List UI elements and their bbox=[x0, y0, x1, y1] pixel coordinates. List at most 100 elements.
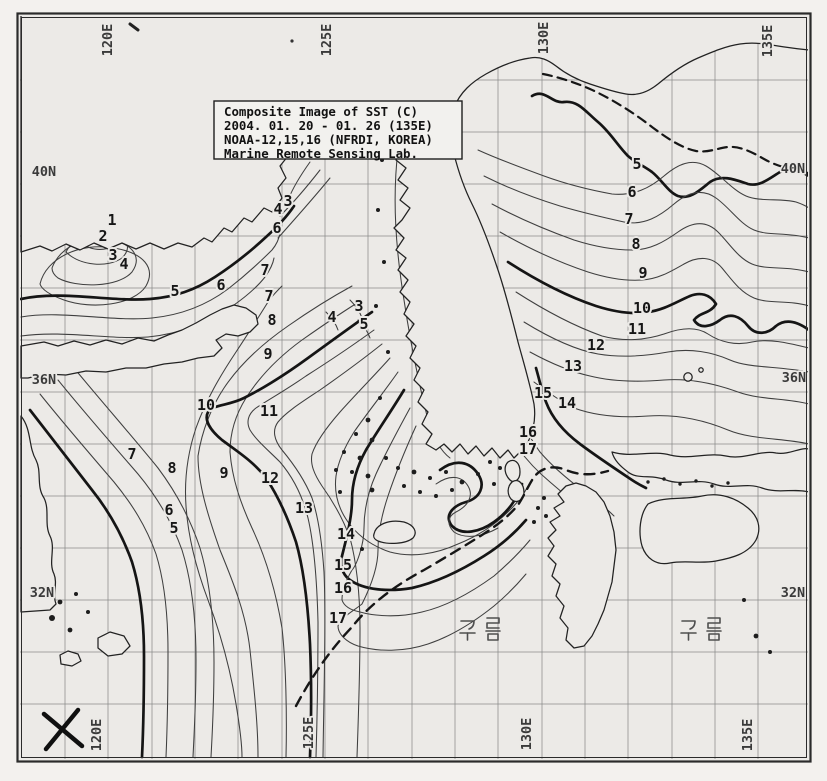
contour-line bbox=[529, 351, 808, 405]
contour-label: 16 bbox=[334, 579, 352, 597]
islet bbox=[350, 470, 354, 474]
islet bbox=[334, 468, 338, 472]
contour-label: 9 bbox=[219, 464, 228, 482]
contour-label: 9 bbox=[263, 345, 272, 363]
coastline-shikoku bbox=[639, 494, 760, 565]
contour-line bbox=[39, 393, 169, 758]
islet bbox=[369, 487, 375, 493]
title-box: Composite Image of SST (C) 2004. 01. 20 … bbox=[213, 100, 463, 161]
contour-label: 5 bbox=[170, 282, 179, 300]
contour-line bbox=[247, 329, 375, 758]
coastline-shandong bbox=[20, 304, 259, 379]
contour-label: 7 bbox=[624, 210, 633, 228]
islet bbox=[694, 479, 698, 483]
contour-line bbox=[277, 177, 331, 239]
contour-line bbox=[287, 161, 311, 201]
contour-label: 7 bbox=[127, 445, 136, 463]
islet bbox=[44, 586, 48, 590]
contour-label: 8 bbox=[167, 459, 176, 477]
islet bbox=[376, 208, 380, 212]
islet bbox=[662, 477, 666, 481]
island-tsushima-south bbox=[507, 480, 525, 503]
contour-line bbox=[533, 381, 808, 445]
island-china-coast-a bbox=[97, 631, 131, 657]
islet bbox=[402, 484, 406, 488]
contour-line bbox=[273, 343, 383, 758]
contour-label: 9 bbox=[638, 264, 647, 282]
islet bbox=[49, 615, 55, 621]
contour-label: 16 bbox=[519, 423, 537, 441]
islet bbox=[386, 350, 390, 354]
contour-line-bold bbox=[339, 388, 528, 592]
islet bbox=[476, 472, 480, 476]
contour-label: 12 bbox=[587, 336, 605, 354]
contour-label: 6 bbox=[627, 183, 636, 201]
islet bbox=[382, 260, 386, 264]
contour-label: 11 bbox=[628, 320, 646, 338]
islet bbox=[459, 479, 465, 485]
contour-line-bold bbox=[530, 92, 808, 199]
islet bbox=[360, 547, 364, 551]
island-ulleungdo bbox=[683, 372, 693, 382]
coastline-kyushu bbox=[547, 482, 617, 649]
contour-label: 10 bbox=[197, 396, 215, 414]
contour-label: 5 bbox=[169, 519, 178, 537]
contour-label: 15 bbox=[534, 384, 552, 402]
contour-label: 14 bbox=[337, 525, 355, 543]
contour-line-bold bbox=[205, 310, 374, 759]
islet bbox=[536, 506, 540, 510]
islet bbox=[428, 476, 432, 480]
islet bbox=[57, 599, 63, 605]
contour-label: 8 bbox=[631, 235, 640, 253]
contour-label: 10 bbox=[633, 299, 651, 317]
islet bbox=[768, 650, 772, 654]
map-frame-inner bbox=[21, 17, 807, 758]
islet bbox=[396, 466, 400, 470]
contour-line bbox=[57, 379, 197, 758]
contour-label: 6 bbox=[164, 501, 173, 519]
contour-label: 3 bbox=[108, 246, 117, 264]
contour-line bbox=[229, 299, 363, 758]
axis-label-lat: 36N bbox=[32, 372, 56, 388]
contour-line bbox=[20, 232, 281, 320]
axis-label-lon: 125E bbox=[301, 717, 317, 750]
islet bbox=[710, 484, 714, 488]
islet bbox=[354, 432, 358, 436]
islet bbox=[542, 496, 546, 500]
islet bbox=[378, 396, 382, 400]
contour-line bbox=[185, 285, 283, 758]
cloud-annotations bbox=[459, 617, 722, 641]
contour-line bbox=[523, 321, 808, 373]
islet bbox=[544, 514, 548, 518]
contour-label: 3 bbox=[354, 297, 363, 315]
island-dokdo bbox=[698, 367, 704, 373]
contour-line-bold bbox=[506, 260, 808, 335]
title-line-4: Marine Remote Sensing Lab. bbox=[224, 146, 418, 161]
islet bbox=[342, 450, 346, 454]
title-line-1: Composite Image of SST (C) bbox=[224, 104, 418, 119]
island-jeju bbox=[373, 520, 416, 545]
axis-label-lat: 36N bbox=[782, 370, 806, 386]
contour-label: 6 bbox=[272, 219, 281, 237]
contour-line-bold bbox=[534, 366, 648, 490]
contour-label: 11 bbox=[260, 402, 278, 420]
title-line-2: 2004. 01. 20 - 01. 26 (135E) bbox=[224, 118, 433, 133]
island-china-coast-b bbox=[59, 650, 82, 667]
islet bbox=[498, 466, 502, 470]
islets bbox=[44, 144, 772, 654]
contour-line bbox=[349, 299, 363, 319]
contour-line bbox=[73, 367, 215, 758]
islet bbox=[418, 490, 422, 494]
axis-label-lat: 32N bbox=[30, 585, 54, 601]
axis-label-lon: 130E bbox=[519, 718, 535, 751]
islet bbox=[444, 470, 448, 474]
axis-label-lon: 120E bbox=[100, 24, 116, 57]
contour-line bbox=[311, 357, 391, 758]
islet bbox=[365, 417, 371, 423]
contour-line bbox=[483, 175, 808, 239]
contour-line bbox=[337, 425, 527, 651]
contour-label: 5 bbox=[359, 315, 368, 333]
contour-line bbox=[491, 203, 808, 273]
